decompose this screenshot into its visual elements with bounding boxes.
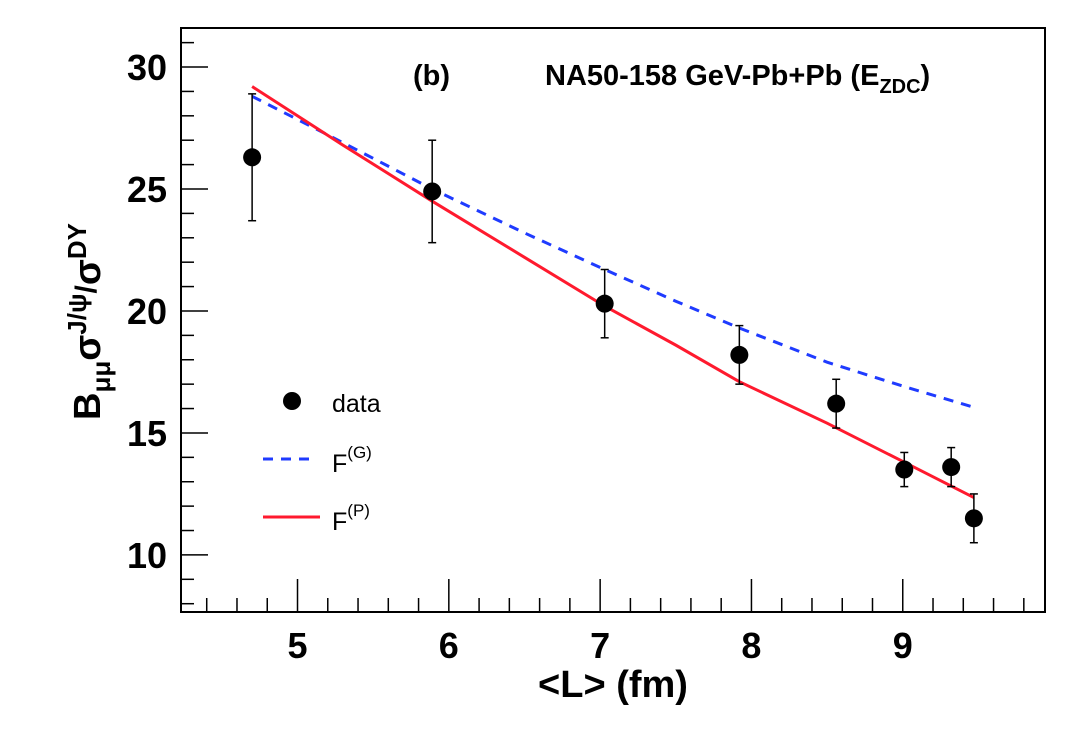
x-tick-label: 8: [741, 625, 761, 666]
legend-label-fp: F(P): [332, 501, 370, 536]
data-point: [964, 493, 983, 544]
data-marker: [942, 458, 961, 477]
data-marker: [827, 394, 846, 413]
data-marker: [243, 148, 262, 167]
data-point: [423, 139, 442, 244]
x-tick-label: 9: [893, 625, 913, 666]
x-tick-label: 6: [439, 625, 459, 666]
y-tick-label: 15: [127, 413, 167, 454]
data-point: [243, 93, 262, 222]
data-point: [730, 324, 749, 385]
legend-label-data: data: [332, 390, 381, 418]
x-axis-title: <L> (fm): [538, 664, 688, 706]
y-tick-label: 30: [127, 47, 167, 88]
curve-fg: [251, 94, 975, 409]
y-tick-label: 20: [127, 291, 167, 332]
data-point: [895, 451, 914, 488]
data-marker: [423, 182, 442, 201]
y-tick-label: 25: [127, 169, 167, 210]
data-marker: [895, 460, 914, 479]
panel-label: (b): [413, 60, 450, 92]
legend-marker-data: [283, 392, 301, 410]
data-point: [827, 378, 846, 429]
y-axis-title: BμμσJ/ψ/σDY: [62, 223, 116, 420]
data-point: [942, 446, 961, 488]
data-marker: [595, 294, 614, 313]
experiment-label: NA50-158 GeV-Pb+Pb (EZDC): [545, 60, 930, 98]
data-marker: [964, 509, 983, 528]
x-tick-label: 7: [590, 625, 610, 666]
data-marker: [730, 345, 749, 364]
plot-frame: [180, 27, 1046, 613]
curve-fp: [251, 85, 975, 499]
legend-label-fg: F(G): [332, 443, 372, 478]
x-tick-label: 5: [287, 625, 307, 666]
y-tick-label: 10: [127, 535, 167, 576]
data-point: [595, 268, 614, 339]
legend: data F(G) F(P): [263, 390, 381, 536]
